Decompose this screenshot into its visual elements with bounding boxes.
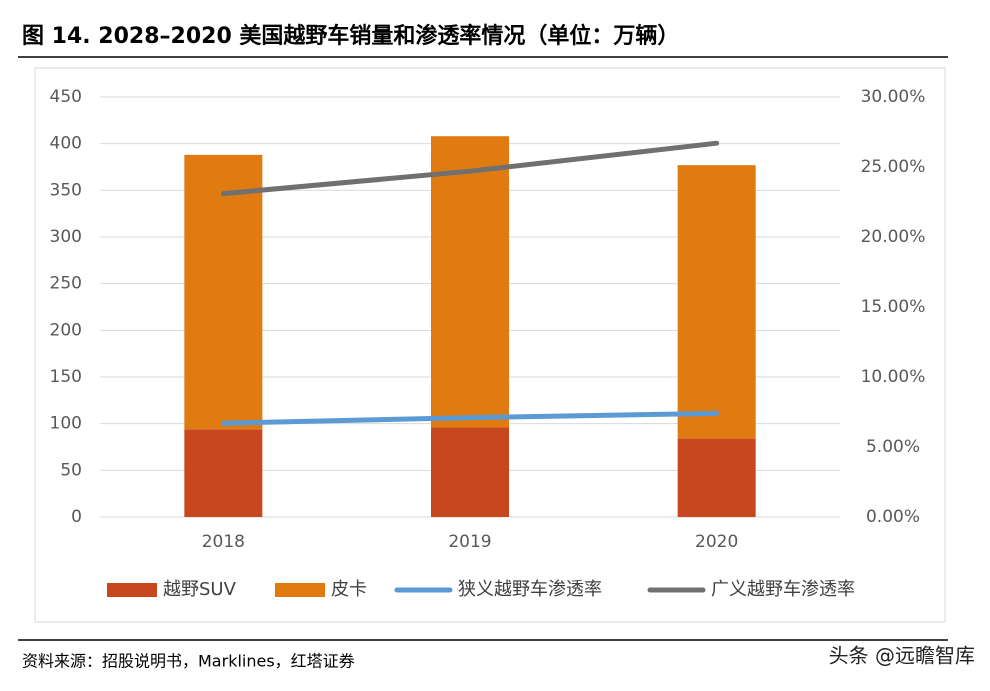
y2-tick-label: 15.00% [861,297,926,317]
legend-label: 越野SUV [163,579,237,600]
y-tick-label: 150 [50,367,82,387]
y-tick-label: 100 [50,414,82,434]
bar [431,427,509,517]
chart-frame [34,67,946,623]
source: 资料来源：招股说明书，Marklines，红塔证券 [22,652,355,671]
legend-swatch [107,583,157,597]
watermark: 头条 @远瞻智库 [829,644,975,668]
line [220,140,720,197]
y-tick-label: 250 [50,274,82,294]
bar [184,429,263,517]
y-tick-label: 350 [50,180,82,200]
y2-tick-label: 5.00% [866,437,920,457]
legend-label: 皮卡 [331,579,367,600]
y2-tick-label: 20.00% [861,227,926,247]
y2-tick-label: 30.00% [861,87,926,107]
x-tick-label: 2018 [202,532,245,552]
y-tick-label: 450 [50,87,82,107]
bar [431,136,509,428]
line [220,410,720,426]
x-tick-label: 2019 [448,532,491,552]
chart-title: 图 14. 2028–2020 美国越野车销量和渗透率情况（单位：万辆） [22,23,679,49]
legend-label: 狭义越野车渗透率 [458,579,602,600]
y-tick-label: 400 [50,134,82,154]
bar [677,165,756,439]
x-tick-label: 2020 [695,532,738,552]
bar [677,438,756,517]
legend-swatch [275,583,325,597]
bar [184,154,263,430]
y2-tick-label: 10.00% [861,367,926,387]
y2-tick-label: 0.00% [866,507,920,527]
y-tick-label: 200 [50,320,82,340]
legend-label: 广义越野车渗透率 [711,579,855,600]
y-tick-label: 0 [71,507,82,527]
y2-tick-label: 25.00% [861,157,926,177]
y-tick-label: 50 [60,460,82,480]
y-tick-label: 300 [50,227,82,247]
